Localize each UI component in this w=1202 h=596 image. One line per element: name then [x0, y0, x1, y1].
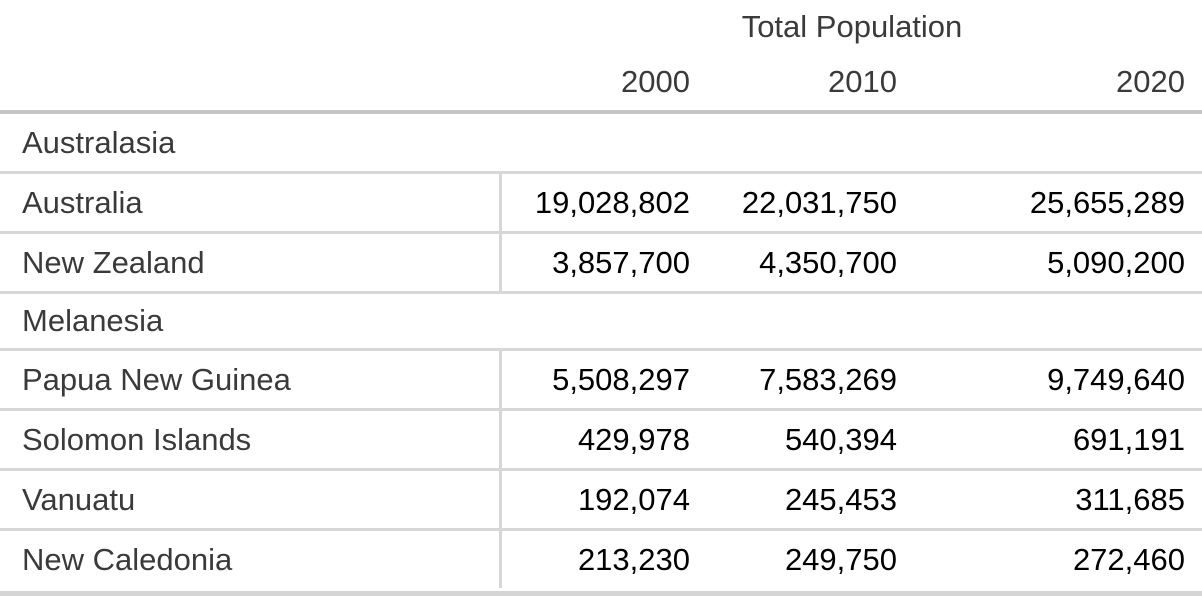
population-2000: 5,508,297 — [552, 361, 690, 397]
table-row-vanuatu: Vanuatu 192,074 245,453 311,685 — [0, 468, 1202, 528]
table-row-australia: Australia 19,028,802 22,031,750 25,655,2… — [0, 171, 1202, 231]
population-2020: 691,191 — [1072, 421, 1185, 457]
row-right-pad — [1185, 174, 1202, 231]
population-2010: 22,031,750 — [741, 184, 897, 220]
table-row-solomon-islands: Solomon Islands 429,978 540,394 691,191 — [0, 408, 1202, 468]
section-header-label: Melanesia — [22, 303, 164, 338]
row-right-pad — [1185, 234, 1202, 291]
table-title: Total Population — [741, 9, 963, 44]
population-2020: 9,749,640 — [1047, 361, 1185, 397]
population-2020: 272,460 — [1072, 541, 1185, 577]
population-2010: 245,453 — [784, 481, 897, 517]
country-label: Vanuatu — [0, 471, 502, 528]
country-label: Papua New Guinea — [0, 351, 502, 408]
row-right-pad — [1185, 531, 1202, 588]
population-2000: 429,978 — [577, 421, 690, 457]
section-row-australasia: Australasia — [0, 114, 1202, 171]
population-2010: 7,583,269 — [759, 361, 897, 397]
row-right-pad — [1185, 411, 1202, 468]
population-2000: 192,074 — [577, 481, 690, 517]
population-2020: 311,685 — [1075, 481, 1185, 517]
table-header: Total Population 2000 2010 2020 — [0, 0, 1202, 114]
table-row-papua-new-guinea: Papua New Guinea 5,508,297 7,583,269 9,7… — [0, 348, 1202, 408]
population-2000: 213,230 — [577, 541, 690, 577]
country-label: Australia — [0, 174, 502, 231]
population-2000: 19,028,802 — [534, 184, 690, 220]
country-label: New Zealand — [0, 234, 502, 291]
column-header-2000: 2000 — [621, 64, 690, 99]
table-row-new-zealand: New Zealand 3,857,700 4,350,700 5,090,20… — [0, 231, 1202, 291]
row-right-pad — [1185, 351, 1202, 408]
empty-header-cell — [0, 54, 502, 110]
section-row-melanesia: Melanesia — [0, 291, 1202, 348]
population-2000: 3,857,700 — [552, 244, 690, 280]
section-header-label: Australasia — [22, 124, 176, 160]
header-right-pad — [1185, 54, 1202, 110]
country-label: New Caledonia — [0, 531, 502, 588]
column-header-2010: 2010 — [828, 64, 897, 99]
population-2010: 540,394 — [784, 421, 897, 457]
population-2020: 25,655,289 — [1029, 184, 1185, 220]
population-2010: 249,750 — [784, 541, 897, 577]
column-header-2020: 2020 — [1116, 64, 1185, 99]
corner-cell — [0, 0, 502, 54]
table-row-new-caledonia: New Caledonia 213,230 249,750 272,460 — [0, 528, 1202, 588]
row-right-pad — [1185, 471, 1202, 528]
population-2010: 4,350,700 — [759, 244, 897, 280]
country-label: Solomon Islands — [0, 411, 502, 468]
population-2020: 5,090,200 — [1047, 244, 1185, 280]
